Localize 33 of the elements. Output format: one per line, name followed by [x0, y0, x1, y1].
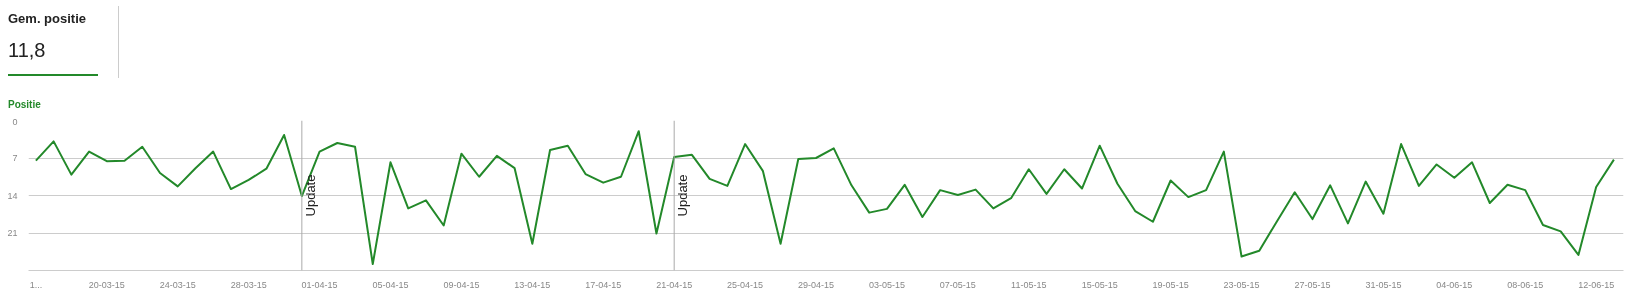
x-tick-label: 05-04-15	[372, 279, 409, 290]
x-tick-label: 08-06-15	[1507, 279, 1544, 290]
x-tick-label: 13-04-15	[514, 279, 551, 290]
x-tick-label: 24-03-15	[159, 279, 196, 290]
x-tick-label: 03-05-15	[868, 279, 905, 290]
ref-line-label: Update	[675, 174, 691, 217]
x-tick-label: 21-04-15	[656, 279, 693, 290]
x-tick-label: 07-05-15	[939, 279, 976, 290]
x-tick-label: 15-05-15	[1081, 279, 1118, 290]
x-tick-label: 19-05-15	[1152, 279, 1189, 290]
x-tick-label: 28-03-15	[230, 279, 267, 290]
x-tick-label: 1...	[29, 279, 43, 290]
x-tick-label: 29-04-15	[798, 279, 835, 290]
line-series	[34, 130, 1615, 266]
x-tick-label: 04-06-15	[1436, 279, 1473, 290]
x-tick-label: 23-05-15	[1223, 279, 1260, 290]
x-tick-label: 01-04-15	[301, 279, 338, 290]
y-tick-label: 14	[7, 190, 18, 201]
x-tick-label: 12-06-15	[1578, 279, 1615, 290]
x-tick-label: 17-04-15	[585, 279, 622, 290]
chart-subtitle: 11,8	[8, 38, 46, 63]
y-tick-label: 0	[12, 116, 18, 127]
ref-line-label: Update	[302, 174, 318, 217]
x-tick-label: 27-05-15	[1294, 279, 1331, 290]
x-tick-label: 31-05-15	[1365, 279, 1402, 290]
x-tick-label: 09-04-15	[443, 279, 480, 290]
y-axis-title: Positie	[7, 98, 41, 112]
y-tick-label: 7	[12, 153, 18, 163]
y-tick-label: 21	[7, 228, 18, 238]
x-tick-label: 11-05-15	[1011, 279, 1047, 290]
x-tick-label: 25-04-15	[727, 279, 764, 290]
chart-title: Gem. positie	[8, 10, 87, 28]
x-tick-label: 20-03-15	[88, 279, 125, 290]
